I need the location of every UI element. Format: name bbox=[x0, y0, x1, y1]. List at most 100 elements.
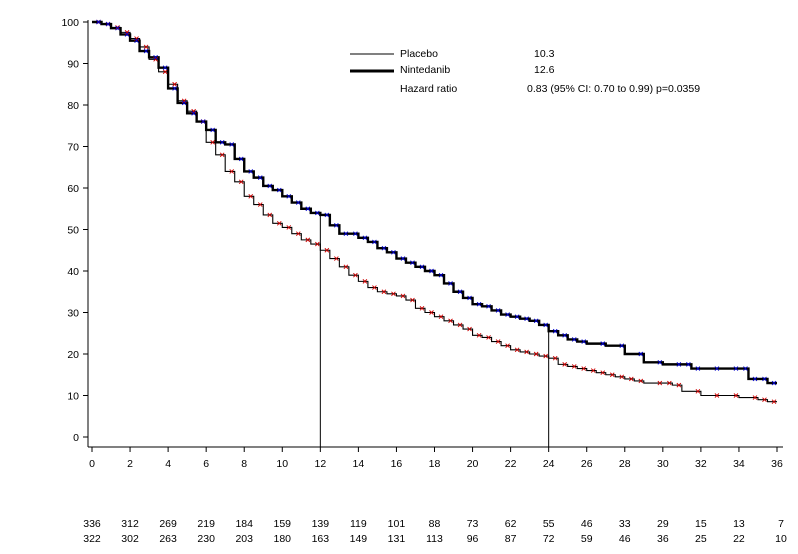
nintedanib-censor-mark bbox=[334, 223, 339, 228]
y-tick-label: 60 bbox=[67, 183, 79, 195]
risk-count-nintedanib: 22 bbox=[733, 533, 745, 545]
risk-count-nintedanib: 163 bbox=[312, 533, 330, 545]
y-tick-label: 100 bbox=[61, 17, 79, 29]
nintedanib-censor-mark bbox=[571, 337, 577, 342]
placebo-curve bbox=[92, 21, 777, 403]
placebo-censor-mark bbox=[419, 306, 425, 311]
nintedanib-censor-mark bbox=[543, 322, 548, 328]
placebo-censor-mark bbox=[438, 314, 444, 319]
nintedanib-censor-mark bbox=[429, 268, 434, 274]
placebo-censor-mark bbox=[533, 351, 539, 357]
risk-count-placebo: 73 bbox=[467, 518, 479, 530]
placebo-censor-mark bbox=[714, 393, 720, 398]
y-axis-ticks: 0 10 20 30 40 50 60 70 80 90 100 bbox=[61, 17, 88, 444]
nintedanib-censor-mark bbox=[372, 239, 377, 245]
placebo-censor-mark bbox=[353, 272, 358, 278]
nintedanib-censor-mark bbox=[391, 250, 396, 255]
placebo-censor-mark bbox=[505, 343, 510, 349]
risk-count-placebo: 139 bbox=[312, 518, 330, 530]
nintedanib-censor-mark bbox=[162, 65, 168, 70]
placebo-censor-mark bbox=[400, 293, 406, 299]
placebo-censor-mark bbox=[429, 310, 434, 315]
y-tick-label: 20 bbox=[67, 349, 79, 361]
legend: Placebo Nintedanib Hazard ratio 10.3 12.6 0.8… bbox=[350, 48, 700, 95]
nintedanib-censor-mark bbox=[743, 366, 748, 371]
nintedanib-censor-mark bbox=[733, 366, 739, 371]
x-tick-label: 2 bbox=[127, 458, 133, 470]
nintedanib-censor-mark bbox=[286, 193, 292, 199]
placebo-censor-mark bbox=[343, 264, 349, 270]
placebo-censor-mark bbox=[315, 241, 320, 247]
placebo-censor-mark bbox=[172, 81, 177, 87]
nintedanib-censor-mark bbox=[448, 281, 453, 286]
nintedanib-censor-mark bbox=[762, 376, 767, 382]
x-tick-label: 24 bbox=[543, 458, 555, 470]
nintedanib-censor-mark bbox=[115, 25, 120, 31]
placebo-censor-mark bbox=[448, 318, 453, 324]
placebo-censor-mark bbox=[334, 256, 339, 261]
x-tick-label: 12 bbox=[314, 458, 326, 470]
y-tick-label: 70 bbox=[67, 142, 79, 154]
placebo-censor-mark bbox=[514, 347, 520, 353]
nintedanib-censor-mark bbox=[714, 366, 720, 371]
placebo-censor-mark bbox=[657, 380, 663, 386]
nintedanib-censor-mark bbox=[457, 289, 463, 295]
placebo-censor-mark bbox=[295, 231, 301, 236]
x-tick-label: 4 bbox=[165, 458, 171, 470]
y-tick-label: 0 bbox=[73, 432, 79, 444]
placebo-censor-mark bbox=[676, 382, 682, 388]
risk-count-placebo: 88 bbox=[429, 518, 441, 530]
nintedanib-censor-mark bbox=[581, 339, 587, 344]
x-axis-ticks: 0 2 4 6 8 10 12 14 16 18 20 22 24 26 28 30 32 34 36 bbox=[89, 447, 783, 470]
placebo-censor-mark bbox=[638, 378, 644, 384]
reference-lines bbox=[319, 214, 550, 447]
nintedanib-censor-mark bbox=[410, 260, 415, 266]
placebo-censor-mark bbox=[305, 237, 311, 243]
numbers-at-risk-table: 336 312 269 219 184 159 139 119 101 88 73 62 55 46 33 2… bbox=[83, 518, 787, 545]
x-tick-label: 14 bbox=[353, 458, 365, 470]
nintedanib-censor-mark bbox=[695, 366, 701, 371]
risk-count-placebo: 336 bbox=[83, 518, 101, 530]
censor-marks bbox=[96, 19, 777, 405]
risk-count-nintedanib: 72 bbox=[543, 533, 555, 545]
placebo-censor-mark bbox=[115, 25, 120, 30]
placebo-censor-mark bbox=[248, 193, 254, 199]
nintedanib-censor-mark bbox=[315, 210, 320, 216]
nintedanib-censor-mark bbox=[495, 308, 501, 313]
risk-count-placebo: 33 bbox=[619, 518, 631, 530]
legend-value-hazard-ratio: 0.83 (95% CI: 0.70 to 0.99) p=0.0359 bbox=[527, 83, 700, 95]
x-tick-label: 8 bbox=[241, 458, 247, 470]
placebo-censor-mark bbox=[524, 349, 529, 355]
placebo-censor-mark bbox=[581, 366, 587, 371]
placebo-censor-mark bbox=[162, 69, 168, 75]
risk-count-placebo: 219 bbox=[197, 518, 215, 530]
nintedanib-censor-mark bbox=[181, 100, 187, 106]
nintedanib-censor-mark bbox=[343, 231, 349, 236]
risk-count-nintedanib: 149 bbox=[350, 533, 368, 545]
nintedanib-censor-mark bbox=[248, 169, 254, 174]
nintedanib-censor-mark bbox=[305, 206, 311, 212]
nintedanib-curve bbox=[92, 20, 777, 385]
x-tick-label: 30 bbox=[657, 458, 669, 470]
nintedanib-censor-mark bbox=[686, 362, 691, 367]
placebo-censor-mark bbox=[457, 322, 463, 328]
placebo-censor-mark bbox=[219, 152, 225, 158]
risk-count-placebo: 312 bbox=[121, 518, 139, 530]
placebo-censor-mark bbox=[410, 297, 415, 303]
placebo-censor-mark bbox=[143, 44, 149, 50]
nintedanib-censor-mark bbox=[676, 362, 682, 367]
placebo-censor-mark bbox=[476, 333, 482, 338]
risk-count-nintedanib: 263 bbox=[159, 533, 177, 545]
nintedanib-censor-mark bbox=[267, 183, 273, 189]
x-tick-label: 32 bbox=[695, 458, 707, 470]
legend-label-nintedanib: Nintedanib bbox=[400, 64, 450, 76]
nintedanib-censor-mark bbox=[752, 376, 758, 382]
placebo-censor-mark bbox=[267, 212, 273, 218]
placebo-censor-mark bbox=[733, 393, 739, 398]
nintedanib-censor-mark bbox=[533, 318, 539, 324]
nintedanib-censor-mark bbox=[200, 119, 206, 124]
nintedanib-censor-mark bbox=[276, 187, 282, 193]
nintedanib-censor-mark bbox=[381, 245, 387, 251]
risk-count-nintedanib: 96 bbox=[467, 533, 479, 545]
